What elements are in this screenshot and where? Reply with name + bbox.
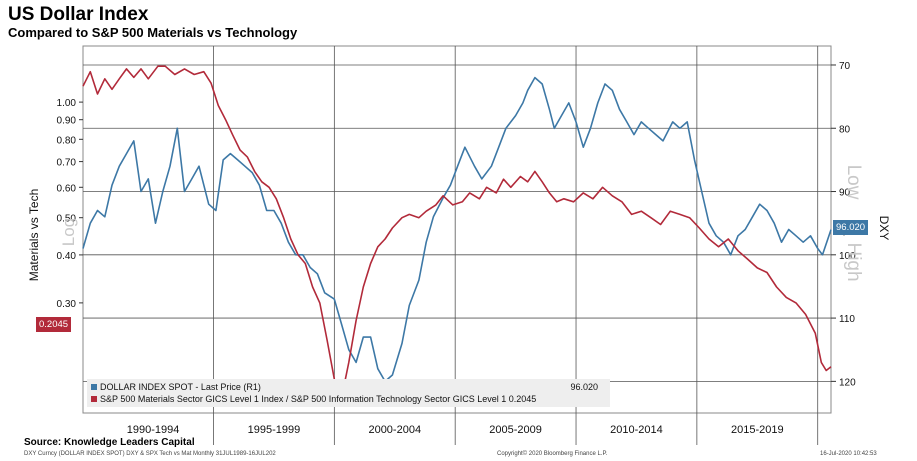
legend: DOLLAR INDEX SPOT - Last Price (R1) 96.0… bbox=[87, 379, 610, 407]
ratio-series-line bbox=[82, 65, 832, 399]
legend-row-dxy: DOLLAR INDEX SPOT - Last Price (R1) 96.0… bbox=[91, 381, 604, 393]
x-tick-label: 2010-2014 bbox=[610, 424, 663, 436]
chart-subtitle: Compared to S&P 500 Materials vs Technol… bbox=[8, 25, 298, 40]
left-tick-label: 1.00 bbox=[57, 98, 77, 109]
right-axis-label: DXY bbox=[877, 216, 891, 241]
legend-dxy-label: DOLLAR INDEX SPOT - Last Price (R1) bbox=[100, 382, 261, 392]
left-tick-label: 0.50 bbox=[57, 214, 77, 225]
source-note: Source: Knowledge Leaders Capital bbox=[24, 437, 195, 448]
legend-row-ratio: S&P 500 Materials Sector GICS Level 1 In… bbox=[91, 393, 536, 405]
ratio-swatch bbox=[91, 396, 97, 402]
right-tick-label: 120 bbox=[839, 377, 856, 388]
dxy-last-value-tag: 96.020 bbox=[833, 220, 869, 235]
x-tick-label: 2000-2004 bbox=[368, 424, 421, 436]
left-tick-label: 0.70 bbox=[57, 158, 77, 169]
left-tick-label: 0.60 bbox=[57, 183, 77, 194]
right-tick-label: 110 bbox=[839, 314, 855, 325]
x-tick-label: 2005-2009 bbox=[489, 424, 542, 436]
left-axis-label: Materials vs Tech bbox=[27, 189, 41, 281]
plot-frame bbox=[82, 45, 832, 414]
series-lines bbox=[82, 65, 832, 399]
right-tick-label: 80 bbox=[839, 124, 851, 135]
left-scale-note: Log bbox=[59, 218, 78, 246]
legend-ratio-label: S&P 500 Materials Sector GICS Level 1 In… bbox=[100, 394, 507, 404]
right-tick-label: 100 bbox=[839, 251, 856, 262]
right-tick-label: 90 bbox=[839, 188, 851, 199]
left-tick-label: 0.40 bbox=[57, 251, 77, 262]
x-tick-label: 1995-1999 bbox=[248, 424, 301, 436]
axis-ticks: 70 80 90 100 110 120 1990-1994 1995-1999 2000-20… bbox=[57, 61, 857, 436]
legend-dxy-value: 96.020 bbox=[570, 382, 598, 392]
left-tick-label: 0.90 bbox=[57, 116, 77, 127]
right-tick-label: 70 bbox=[839, 61, 851, 72]
x-tick-label: 2015-2019 bbox=[731, 424, 784, 436]
ratio-last-value-tag: 0.2045 bbox=[36, 317, 72, 332]
left-tick-label: 0.30 bbox=[57, 299, 77, 310]
left-tick-label: 0.80 bbox=[57, 135, 77, 146]
dxy-series-line bbox=[82, 76, 832, 383]
footer-left: DXY Curncy (DOLLAR INDEX SPOT) DXY & SPX… bbox=[24, 451, 276, 457]
chart-title: US Dollar Index bbox=[8, 4, 149, 25]
legend-ratio-value: 0.2045 bbox=[508, 394, 537, 404]
x-tick-label: 1990-1994 bbox=[127, 424, 180, 436]
right-note-high: High bbox=[843, 242, 864, 281]
footer-center: Copyright© 2020 Bloomberg Finance L.P. bbox=[497, 451, 608, 457]
footer-right: 16-Jul-2020 10:42:53 bbox=[820, 451, 877, 457]
dxy-swatch bbox=[91, 384, 97, 390]
right-note-low: Low bbox=[843, 165, 864, 200]
